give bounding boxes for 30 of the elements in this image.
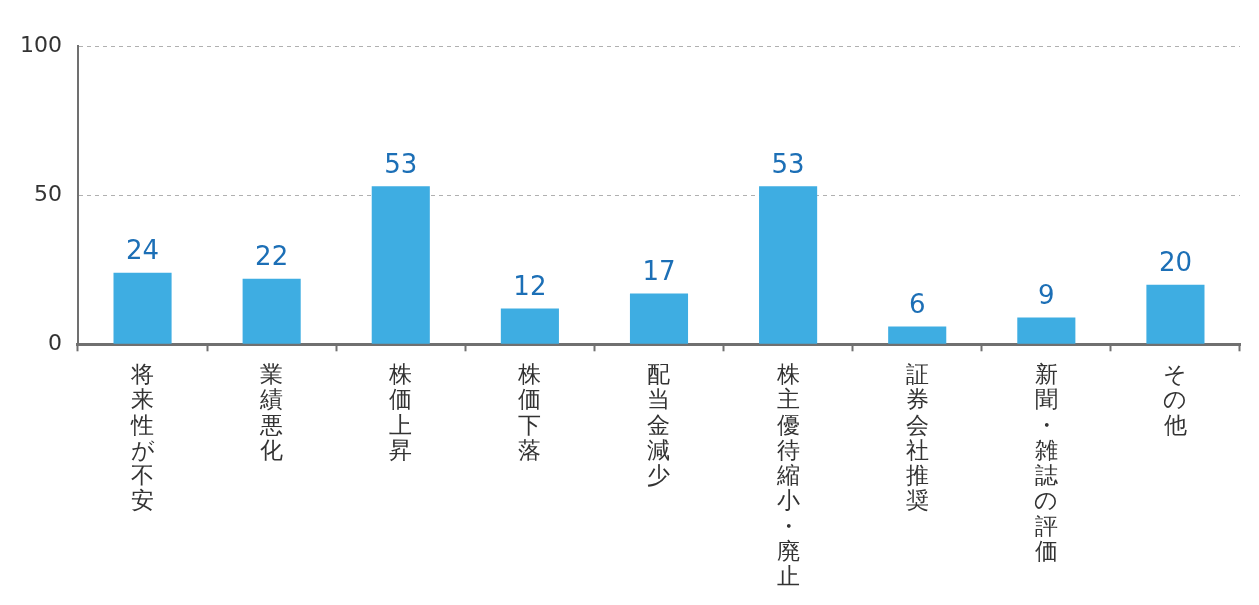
x-tick-label: 配当金減少 (647, 360, 671, 489)
bar (759, 186, 818, 344)
data-label: 9 (1038, 280, 1055, 311)
x-tick-label: 証券会社推奨 (905, 360, 929, 514)
data-label: 53 (384, 148, 418, 179)
category-label: 株主優待縮小・廃止 (776, 360, 800, 590)
data-label: 20 (1158, 247, 1192, 278)
data-label: 22 (255, 241, 289, 272)
y-tick-label: 100 (19, 31, 62, 57)
bar (500, 308, 559, 344)
y-tick-label: 0 (47, 330, 62, 356)
bar (113, 272, 172, 344)
data-label: 24 (126, 235, 160, 266)
x-tick-label: 新聞・雑誌の評価 (1034, 360, 1059, 565)
data-label: 17 (642, 256, 676, 287)
x-tick-label: その他 (1163, 360, 1188, 438)
x-tick-label: 株価下落 (517, 360, 542, 463)
y-tick-label: 50 (33, 180, 62, 206)
data-label: 12 (513, 271, 547, 302)
bar (629, 293, 689, 344)
x-tick-label: 業績悪化 (259, 360, 284, 463)
bar (242, 278, 301, 344)
x-tick-label: 株価上昇 (388, 360, 413, 463)
x-tick-label: 将来性が不安 (130, 360, 155, 514)
data-label: 53 (771, 148, 805, 179)
data-label: 6 (908, 289, 926, 320)
bar (371, 186, 430, 344)
bar (888, 326, 947, 344)
bar (1017, 317, 1076, 344)
bar (1146, 284, 1205, 344)
